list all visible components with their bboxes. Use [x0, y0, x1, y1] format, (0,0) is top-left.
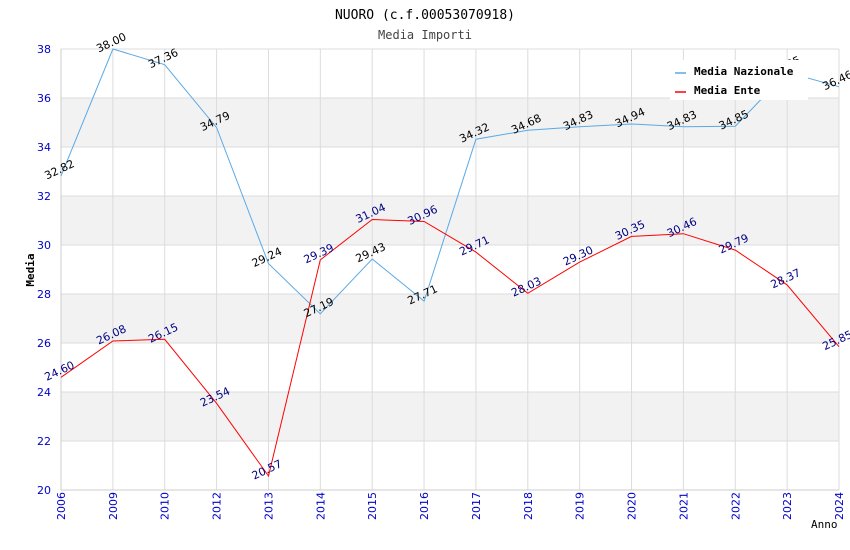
x-tick-label: 2016 [418, 492, 431, 520]
plot-band [61, 392, 839, 441]
plot-bands [61, 98, 839, 441]
data-label: 24.60 [42, 359, 76, 384]
y-tick-label: 30 [37, 239, 51, 252]
x-tick-label: 2013 [262, 492, 275, 520]
data-label: 29.24 [250, 245, 284, 270]
x-tick-label: 2017 [470, 492, 483, 520]
data-label: 36.46 [820, 68, 850, 93]
chart-title: NUORO (c.f.00053070918) [335, 8, 515, 23]
data-label: 28.37 [769, 266, 803, 291]
plot-band [61, 98, 839, 147]
chart-subtitle: Media Importi [378, 28, 472, 42]
x-tick-label: 2006 [55, 492, 68, 520]
legend: Media Nazionale Media Ente [670, 60, 808, 100]
x-tick-label: 2015 [366, 492, 379, 520]
y-tick-label: 26 [37, 337, 51, 350]
x-tick-label: 2023 [781, 492, 794, 520]
x-tick-label: 2021 [677, 492, 690, 520]
y-tick-label: 28 [37, 288, 51, 301]
x-tick-labels: 2006 2009 2010 2012 2013 2014 2015 2016 2017 2018… [55, 492, 846, 520]
data-label: 32.82 [42, 157, 76, 182]
legend-label-ente: Media Ente [694, 84, 761, 97]
x-tick-label: 2024 [833, 492, 846, 520]
series-lines [60, 48, 840, 478]
x-axis-label: Anno [811, 518, 838, 531]
y-axis-label: Media [24, 253, 37, 286]
data-label: 29.30 [561, 243, 595, 268]
series-line-media-ente [60, 218, 840, 478]
y-tick-label: 24 [37, 386, 51, 399]
x-tick-label: 2010 [159, 492, 172, 520]
x-tick-label: 2020 [626, 492, 639, 520]
data-label: 20.57 [250, 457, 284, 482]
data-label: 37.36 [146, 46, 180, 71]
y-tick-label: 32 [37, 190, 51, 203]
x-tick-label: 2014 [314, 492, 327, 520]
legend-box [670, 60, 808, 100]
x-tick-label: 2012 [211, 492, 224, 520]
y-tick-label: 20 [37, 484, 51, 497]
y-tick-label: 36 [37, 92, 51, 105]
x-tick-label: 2022 [729, 492, 742, 520]
x-tick-label: 2018 [522, 492, 535, 520]
y-tick-label: 38 [37, 43, 51, 56]
gridlines [60, 48, 840, 491]
y-tick-label: 22 [37, 435, 51, 448]
x-tick-label: 2009 [107, 492, 120, 520]
y-tick-label: 34 [37, 141, 51, 154]
y-tick-labels: 20 22 24 26 28 30 32 34 36 38 [37, 43, 51, 497]
x-tick-label: 2019 [574, 492, 587, 520]
series-line-media-nazionale [60, 48, 840, 315]
plot-band [61, 294, 839, 343]
axes [60, 49, 839, 491]
legend-label-nazionale: Media Nazionale [694, 65, 794, 78]
